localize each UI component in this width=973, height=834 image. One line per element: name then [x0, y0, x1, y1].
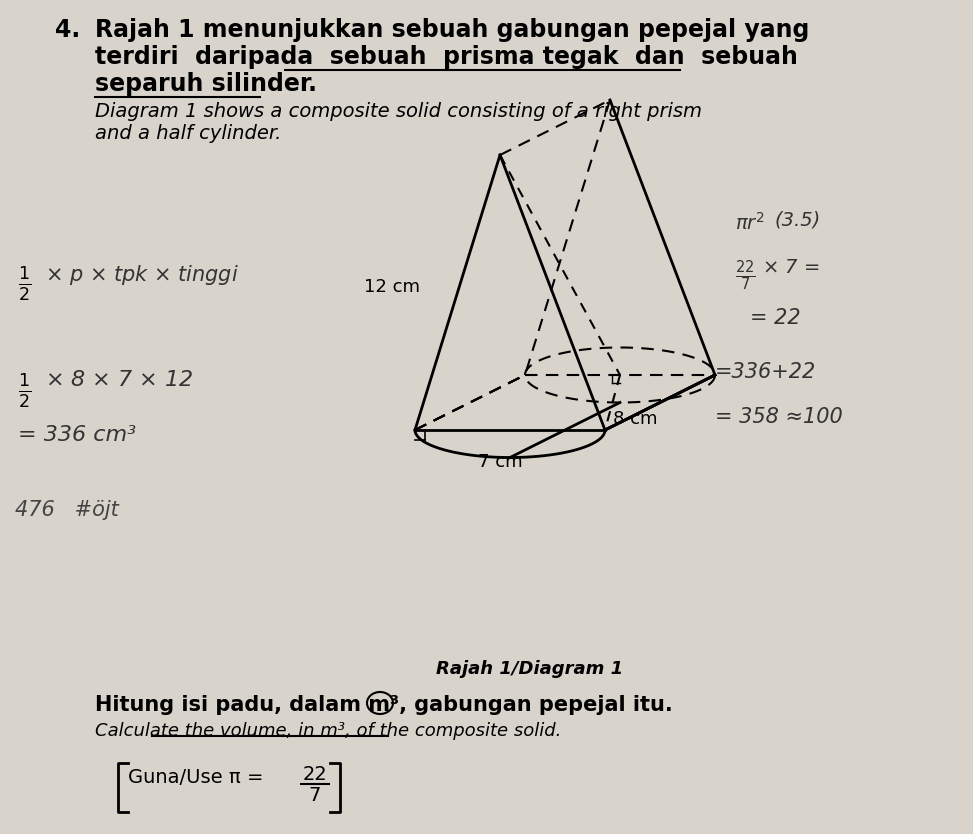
Text: $\pi r^2$: $\pi r^2$ [735, 212, 765, 234]
Text: $\frac{22}{7}$: $\frac{22}{7}$ [735, 258, 756, 293]
Text: Rajah 1 menunjukkan sebuah gabungan pepejal yang: Rajah 1 menunjukkan sebuah gabungan pepe… [95, 18, 810, 42]
Text: = 22: = 22 [750, 308, 801, 328]
Text: =336+22: =336+22 [715, 362, 816, 382]
Text: Diagram 1 shows a composite solid consisting of a right prism: Diagram 1 shows a composite solid consis… [95, 102, 702, 121]
Text: Rajah 1/Diagram 1: Rajah 1/Diagram 1 [437, 660, 624, 678]
Text: $\times$ 8 $\times$ 7 $\times$ 12: $\times$ 8 $\times$ 7 $\times$ 12 [45, 370, 194, 390]
Text: terdiri  daripada  sebuah  prisma tegak  dan  sebuah: terdiri daripada sebuah prisma tegak dan… [95, 45, 798, 69]
Text: 476   #öjt: 476 #öjt [15, 500, 119, 520]
Text: 7: 7 [308, 786, 321, 805]
Text: 4.: 4. [55, 18, 80, 42]
Text: (3.5): (3.5) [775, 210, 821, 229]
Text: Hitung isi padu, dalam m³, gabungan pepejal itu.: Hitung isi padu, dalam m³, gabungan pepe… [95, 695, 672, 715]
Text: = 336 cm³: = 336 cm³ [18, 425, 136, 445]
Text: and a half cylinder.: and a half cylinder. [95, 124, 281, 143]
Text: 12 cm: 12 cm [364, 279, 420, 297]
Text: Guna/Use π =: Guna/Use π = [128, 768, 270, 787]
Text: 8 cm: 8 cm [613, 410, 658, 428]
Text: 7 cm: 7 cm [478, 453, 523, 470]
Text: separuh silinder.: separuh silinder. [95, 72, 317, 96]
Text: $\times$ 7 =: $\times$ 7 = [762, 258, 819, 277]
Text: Calculate the volume, in m³, of the composite solid.: Calculate the volume, in m³, of the comp… [95, 722, 561, 740]
Text: $\times$ p $\times$ tpk $\times$ tinggi: $\times$ p $\times$ tpk $\times$ tinggi [45, 263, 238, 287]
Text: $\frac{1}{2}$: $\frac{1}{2}$ [18, 372, 31, 409]
Text: $\frac{1}{2}$: $\frac{1}{2}$ [18, 265, 31, 303]
Text: = 358 ≈100: = 358 ≈100 [715, 407, 843, 427]
Text: 22: 22 [303, 765, 327, 784]
